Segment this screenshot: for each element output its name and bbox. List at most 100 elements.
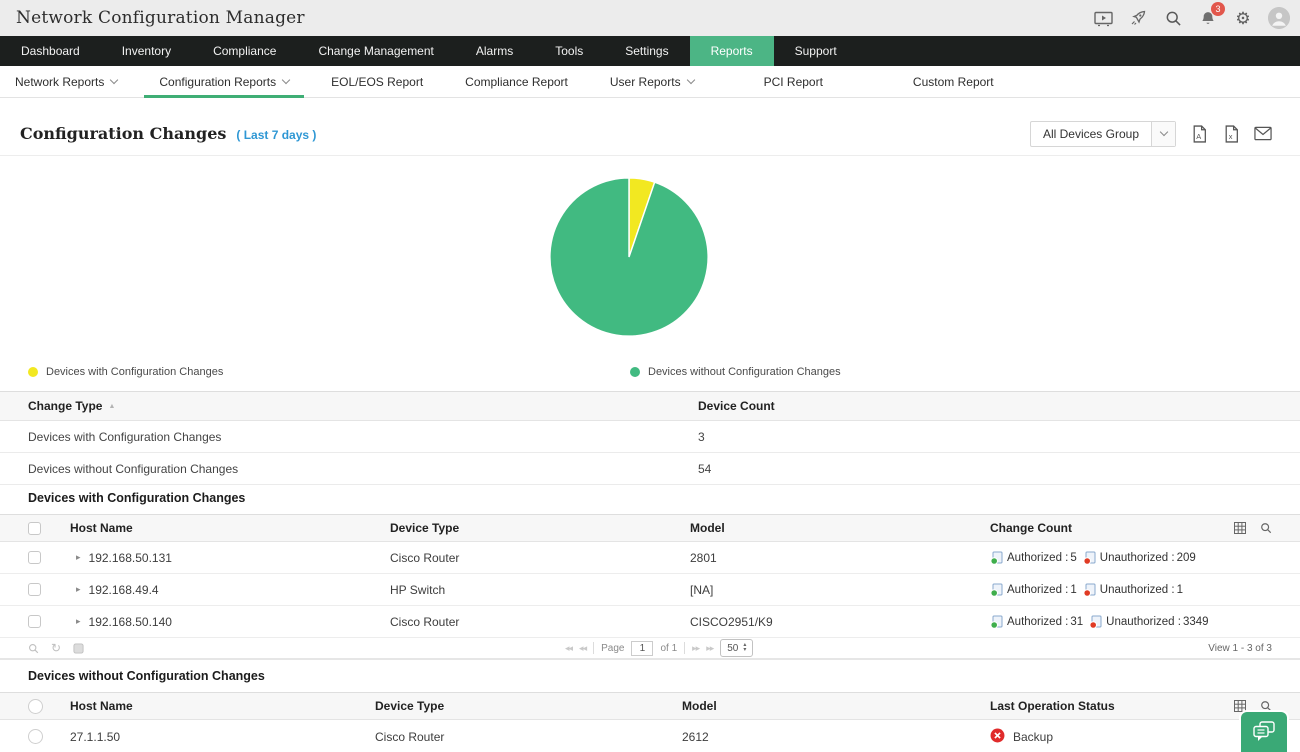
settings-gear-icon[interactable]: ⚙ — [1235, 8, 1251, 28]
page-title: Configuration Changes — [20, 124, 227, 143]
nav-item-change-management[interactable]: Change Management — [318, 44, 434, 58]
expand-row-icon[interactable]: ▸ — [76, 552, 81, 562]
host-name[interactable]: 27.1.1.50 — [70, 729, 121, 744]
row-checkbox[interactable] — [28, 615, 41, 628]
host-name[interactable]: 192.168.50.140 — [88, 614, 172, 629]
host-name[interactable]: 192.168.49.4 — [88, 582, 159, 597]
subnav-pci-report[interactable]: PCI Report — [763, 74, 823, 89]
authorized-count: 1 — [1070, 583, 1077, 596]
nav-item-inventory[interactable]: Inventory — [121, 44, 172, 58]
subnav-network-reports[interactable]: Network Reports — [0, 66, 132, 97]
chevron-down-icon — [686, 75, 695, 85]
user-avatar[interactable] — [1268, 7, 1290, 29]
subnav-compliance-report[interactable]: Compliance Report — [465, 74, 568, 89]
select-all-checkbox[interactable] — [28, 521, 41, 535]
column-chooser-icon[interactable] — [1234, 522, 1246, 534]
page-label: Page — [601, 642, 625, 654]
topbar-icons: 3 ⚙ — [1093, 2, 1290, 29]
legend-item-without-changes: Devices without Configuration Changes — [630, 366, 841, 378]
configuration-changes-pie-chart — [547, 175, 711, 339]
column-device-type: Device Type — [390, 521, 460, 535]
subnav-eol-eos-report[interactable]: EOL/EOS Report — [331, 74, 424, 89]
next-page-button[interactable]: ▸▸ — [692, 642, 700, 653]
pager-export-icon[interactable] — [73, 642, 84, 654]
first-page-button[interactable]: ◂◂ — [565, 642, 573, 653]
nav-item-compliance[interactable]: Compliance — [213, 44, 277, 58]
last-page-button[interactable]: ▸▸ — [706, 642, 714, 653]
device-row[interactable]: ▸ 192.168.50.131 Cisco Router 2801 Author… — [0, 542, 1300, 574]
live-chat-button[interactable] — [1241, 712, 1287, 752]
expand-row-icon[interactable]: ▸ — [76, 584, 81, 594]
email-report-icon[interactable] — [1254, 125, 1272, 143]
nav-item-settings[interactable]: Settings — [625, 44, 669, 58]
search-icon[interactable] — [1163, 8, 1183, 28]
backup-failed-icon — [990, 728, 1005, 746]
column-host-name: Host Name — [70, 521, 133, 535]
nav-item-tools[interactable]: Tools — [555, 44, 584, 58]
unauthorized-change-icon — [1083, 583, 1096, 597]
demo-video-icon[interactable] — [1093, 8, 1113, 28]
pager-refresh-icon[interactable]: ↻ — [51, 641, 62, 655]
pagination-bar: ↻ ◂◂ ◂◂ Page of 1 ▸▸ ▸▸ 50 ▴▾ View 1 - 3… — [0, 638, 1300, 660]
authorized-count: 31 — [1070, 615, 1084, 628]
device-type: Cisco Router — [390, 614, 460, 629]
expand-row-icon[interactable]: ▸ — [76, 616, 81, 626]
export-pdf-icon[interactable]: A — [1190, 124, 1208, 143]
nav-item-alarms[interactable]: Alarms — [475, 44, 514, 58]
unauthorized-change-icon — [1083, 551, 1096, 565]
section-title-with-changes: Devices with Configuration Changes — [28, 491, 246, 505]
last-operation-status: Backup — [1013, 729, 1054, 744]
chevron-down-icon — [281, 75, 291, 85]
nav-item-support[interactable]: Support — [794, 44, 837, 58]
sort-asc-icon[interactable]: ▲ — [108, 403, 116, 410]
host-name[interactable]: 192.168.50.131 — [88, 550, 172, 565]
authorized-change-icon — [990, 615, 1003, 629]
column-chooser-icon[interactable] — [1234, 700, 1246, 712]
whats-new-rocket-icon[interactable] — [1128, 8, 1148, 28]
nav-item-dashboard[interactable]: Dashboard — [21, 44, 80, 58]
main-nav: Dashboard Inventory Compliance Change Ma… — [0, 36, 1300, 66]
page-number-input[interactable] — [631, 640, 654, 656]
authorized-change-icon — [990, 551, 1003, 565]
column-model: Model — [682, 699, 717, 713]
subnav-custom-report[interactable]: Custom Report — [912, 74, 994, 89]
select-all-radio[interactable] — [28, 698, 43, 714]
legend-item-with-changes: Devices with Configuration Changes — [28, 366, 223, 378]
unauthorized-change-icon — [1089, 615, 1102, 629]
unauthorized-count: 1 — [1176, 583, 1183, 596]
summary-header-row: Change Type ▲ Device Count — [0, 391, 1300, 421]
column-change-count: Change Count — [990, 521, 1072, 535]
device-row[interactable]: ▸ 192.168.50.140 Cisco Router CISCO2951/K… — [0, 606, 1300, 638]
export-excel-icon[interactable]: x — [1222, 124, 1240, 143]
notifications-bell-icon[interactable]: 3 — [1198, 2, 1225, 28]
pie-slice[interactable] — [549, 177, 709, 337]
summary-row[interactable]: Devices with Configuration Changes 3 — [0, 421, 1300, 453]
column-change-type: Change Type — [28, 399, 103, 413]
device-type: Cisco Router — [390, 550, 460, 565]
chevron-down-icon — [110, 75, 119, 85]
table-search-icon[interactable] — [1260, 522, 1272, 534]
page-size-select[interactable]: 50 ▴ ▾ — [720, 639, 754, 657]
prev-page-button[interactable]: ◂◂ — [579, 642, 587, 653]
device-row[interactable]: ▸ 192.168.49.4 HP Switch [NA] Authorized … — [0, 574, 1300, 606]
device-group-select[interactable]: All Devices Group — [1029, 120, 1176, 147]
row-checkbox[interactable] — [28, 551, 41, 564]
legend-dot-green — [630, 367, 640, 377]
table-search-icon[interactable] — [1260, 700, 1272, 712]
row-checkbox[interactable] — [28, 583, 41, 596]
nav-item-reports[interactable]: Reports — [689, 36, 774, 66]
summary-row[interactable]: Devices without Configuration Changes 54 — [0, 453, 1300, 485]
row-radio[interactable] — [28, 729, 43, 744]
model: 2612 — [682, 729, 709, 744]
column-device-count: Device Count — [698, 399, 775, 413]
unauthorized-count: 3349 — [1182, 615, 1209, 628]
subnav-configuration-reports[interactable]: Configuration Reports — [144, 66, 304, 98]
page-of-label: of 1 — [660, 642, 678, 654]
table-header-row: Host Name Device Type Model Change Count — [0, 514, 1300, 542]
legend-dot-yellow — [28, 367, 38, 377]
column-last-operation-status: Last Operation Status — [990, 699, 1115, 713]
device-row[interactable]: 27.1.1.50 Cisco Router 2612 Backup — [0, 720, 1300, 752]
pager-search-icon[interactable] — [28, 643, 39, 654]
subnav-user-reports[interactable]: User Reports — [595, 66, 709, 97]
